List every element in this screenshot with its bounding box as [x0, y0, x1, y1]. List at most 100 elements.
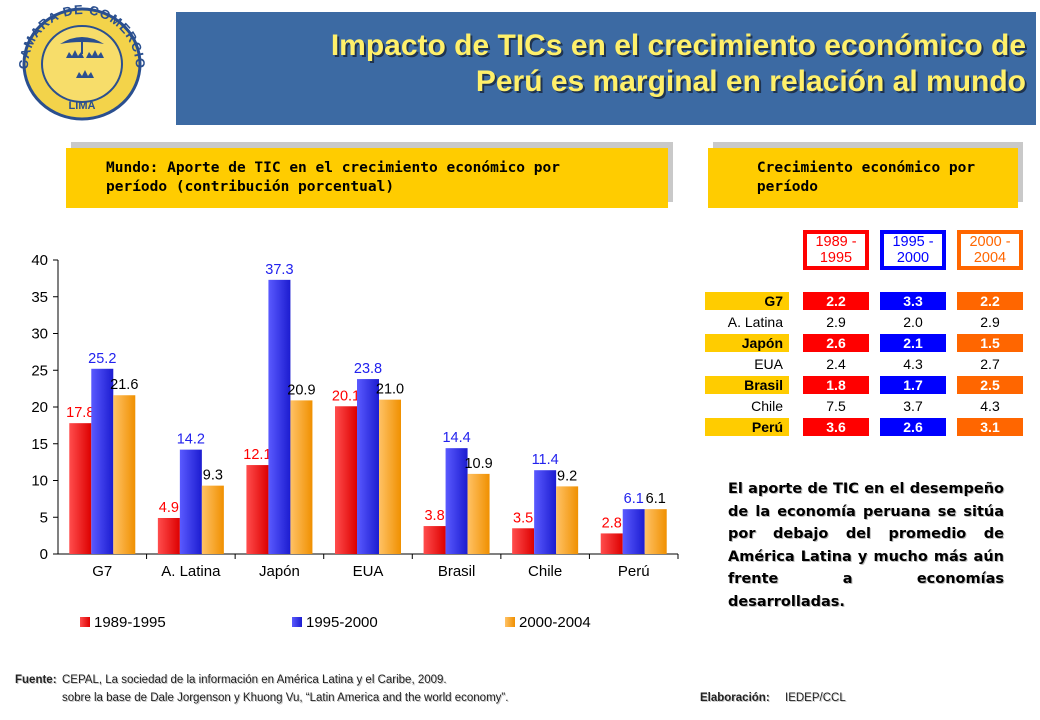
y-tick-label: 20 — [31, 399, 48, 416]
page-title-line-2: Perú es marginal en relación al mundo — [475, 65, 1026, 98]
table-header-label: 2000 -2004 — [961, 234, 1019, 266]
conclusion-note: El aporte de TIC en el desempeño de la e… — [728, 481, 1004, 610]
category-label: EUA — [353, 563, 384, 580]
table-row-label: Perú — [705, 418, 789, 436]
data-label: 23.8 — [354, 361, 382, 377]
table-row-label: Japón — [705, 334, 789, 352]
data-label: 9.3 — [203, 468, 223, 484]
bar-1995-2000 — [445, 448, 468, 554]
table-caption-box: Crecimiento económico por período — [708, 148, 1018, 208]
table-row-label: A. Latina — [727, 314, 783, 330]
legend-label: 2000-2004 — [519, 614, 591, 631]
bar-1995-2000 — [534, 470, 557, 554]
category-label: Chile — [528, 563, 562, 580]
bar-1989-1995 — [600, 533, 623, 554]
source-label: Fuente: — [15, 674, 57, 686]
table-row-label: G7 — [705, 292, 789, 310]
data-label: 37.3 — [265, 262, 293, 278]
category-label: Perú — [618, 563, 650, 580]
table-cell: 2.4 — [826, 356, 846, 372]
category-label: Japón — [259, 563, 300, 580]
source-line-1: CEPAL, La sociedad de la información en … — [62, 674, 447, 686]
table-cell: 1.8 — [803, 376, 869, 394]
table-header-line: 1995 - — [892, 234, 934, 250]
bar-1989-1995 — [246, 465, 269, 554]
y-tick-label: 35 — [31, 289, 48, 306]
legend-label: 1995-2000 — [306, 614, 378, 631]
page-title-line-1: Impacto de TICs en el crecimiento económ… — [330, 29, 1026, 62]
table-cell: 3.1 — [957, 418, 1023, 436]
bar-2000-2004 — [201, 485, 224, 554]
bar-1989-1995 — [69, 423, 92, 554]
credit-label: Elaboración: — [700, 692, 770, 704]
bar-1989-1995 — [157, 517, 180, 554]
data-label: 20.1 — [332, 388, 360, 404]
data-label: 20.9 — [287, 382, 315, 398]
credit-text: IEDEP/CCL — [785, 692, 846, 704]
data-label: 21.0 — [376, 382, 404, 398]
camara-de-comercio-logo: CAMARA DE COMERCIO LIMA — [16, 2, 147, 121]
table-row-label: Brasil — [705, 376, 789, 394]
category-label: G7 — [92, 563, 112, 580]
table-cell: 2.9 — [980, 314, 1000, 330]
table-header-line: 2000 - — [969, 234, 1011, 250]
bar-2000-2004 — [644, 509, 667, 554]
data-label: 11.4 — [532, 452, 559, 468]
table-cell: 2.9 — [826, 314, 846, 330]
bar-2000-2004 — [290, 400, 313, 554]
legend-swatch — [505, 617, 515, 627]
table-header-label: 1989 -1995 — [807, 234, 865, 266]
data-label: 6.1 — [624, 491, 644, 507]
y-tick-label: 30 — [31, 326, 48, 343]
data-label: 14.2 — [177, 432, 205, 448]
table-cell: 2.2 — [957, 292, 1023, 310]
bar-1989-1995 — [512, 528, 535, 554]
table-header-0: 1989 -1995 — [803, 230, 869, 270]
table-cell: 4.3 — [980, 398, 1000, 414]
category-label: Brasil — [438, 563, 476, 580]
data-label: 4.9 — [159, 500, 179, 516]
logo-city-text: LIMA — [69, 100, 96, 112]
table-header-2: 2000 -2004 — [957, 230, 1023, 270]
bar-1995-2000 — [622, 509, 645, 554]
category-label: A. Latina — [161, 563, 221, 580]
bar-2000-2004 — [467, 473, 490, 554]
table-header-line: 2000 — [896, 250, 930, 266]
chart-caption-line-2: período (contribución porcentual) — [106, 179, 395, 195]
bar-2000-2004 — [556, 486, 579, 554]
table-cell: 7.5 — [826, 398, 846, 414]
data-label: 9.2 — [557, 468, 577, 484]
table-header-label: 1995 -2000 — [884, 234, 942, 266]
y-tick-label: 25 — [31, 362, 48, 379]
data-label: 17.8 — [66, 405, 94, 421]
legend-label: 1989-1995 — [94, 614, 166, 631]
legend-swatch — [80, 617, 90, 627]
title-banner — [176, 12, 1036, 125]
table-cell: 2.0 — [903, 314, 923, 330]
table-row-label: EUA — [754, 356, 783, 372]
table-cell: 2.6 — [803, 334, 869, 352]
data-label: 21.6 — [110, 377, 138, 393]
table-header-line: 1995 — [819, 250, 853, 266]
bar-1995-2000 — [179, 449, 202, 554]
page-title: Impacto de TICs en el crecimiento económ… — [196, 28, 1026, 100]
ict-contribution-bar-chart: 0 5 10 15 20 25 30 35 40 17.8 25.2 21.6 G7 4.9 14.2 9.3… — [31, 252, 679, 631]
chart-caption-box: Mundo: Aporte de TIC en el crecimiento e… — [66, 148, 668, 208]
growth-table: 1989 -1995 1995 -2000 2000 -2004 G7 2.2 3.3 2.… — [705, 230, 1030, 445]
bar-2000-2004 — [379, 399, 401, 554]
table-cell: 2.5 — [957, 376, 1023, 394]
table-cell: 2.1 — [880, 334, 946, 352]
legend-swatch — [292, 617, 302, 627]
data-label: 3.8 — [424, 508, 444, 524]
y-tick-label: 0 — [40, 546, 48, 563]
bar-2000-2004 — [113, 395, 136, 554]
source-line-2: sobre la base de Dale Jorgenson y Khuong… — [62, 692, 509, 704]
table-cell: 3.6 — [803, 418, 869, 436]
data-label: 3.5 — [513, 510, 533, 526]
data-label: 25.2 — [88, 351, 116, 367]
data-label: 6.1 — [646, 491, 666, 507]
table-cell: 4.3 — [903, 356, 923, 372]
data-label: 12.1 — [243, 447, 271, 463]
bar-1995-2000 — [357, 379, 379, 554]
chart-caption-line-1: Mundo: Aporte de TIC en el crecimiento e… — [106, 160, 560, 176]
